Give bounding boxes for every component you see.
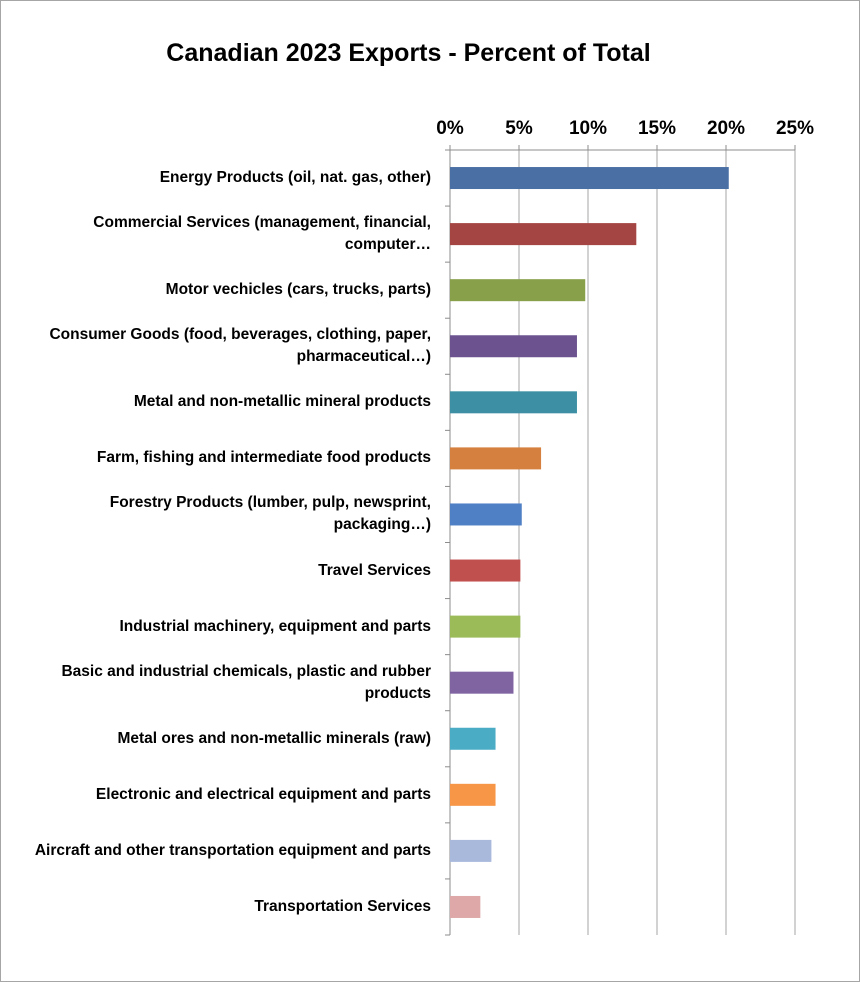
bar xyxy=(450,167,729,190)
bar xyxy=(450,783,496,806)
bar xyxy=(450,279,586,302)
category-label: Consumer Goods (food, beverages, clothin… xyxy=(49,326,431,366)
bar xyxy=(450,615,521,638)
bar xyxy=(450,671,514,694)
category-label: Industrial machinery, equipment and part… xyxy=(119,617,432,635)
x-tick-label: 0% xyxy=(436,118,464,139)
bar xyxy=(450,503,522,526)
bar xyxy=(450,223,637,246)
category-label: Electronic and electrical equipment and … xyxy=(95,785,431,803)
category-label: Motor vechicles (cars, trucks, parts) xyxy=(165,281,431,299)
category-label: Metal and non-metallic mineral products xyxy=(133,393,431,411)
category-label: Aircraft and other transportation equipm… xyxy=(34,841,431,859)
category-label: Travel Services xyxy=(318,561,431,579)
x-tick-label: 25% xyxy=(776,118,814,139)
chart-title: Canadian 2023 Exports - Percent of Total xyxy=(166,39,651,67)
bar xyxy=(450,839,492,862)
category-label: Energy Products (oil, nat. gas, other) xyxy=(159,169,431,187)
category-label: Transportation Services xyxy=(254,897,431,915)
x-tick-label: 20% xyxy=(707,118,745,139)
bar xyxy=(450,391,577,414)
category-label: Basic and industrial chemicals, plastic … xyxy=(61,662,431,702)
x-tick-label: 5% xyxy=(505,118,533,139)
category-label: Metal ores and non-metallic minerals (ra… xyxy=(117,729,431,747)
category-label: Farm, fishing and intermediate food prod… xyxy=(96,449,431,467)
bar xyxy=(450,727,496,750)
x-tick-label: 10% xyxy=(569,118,607,139)
category-label: Commercial Services (management, financi… xyxy=(93,214,431,254)
x-tick-label: 15% xyxy=(638,118,676,139)
bar xyxy=(450,559,521,582)
bar xyxy=(450,335,577,358)
bar xyxy=(450,895,481,918)
category-label: Forestry Products (lumber, pulp, newspri… xyxy=(109,494,431,534)
bar xyxy=(450,447,542,470)
